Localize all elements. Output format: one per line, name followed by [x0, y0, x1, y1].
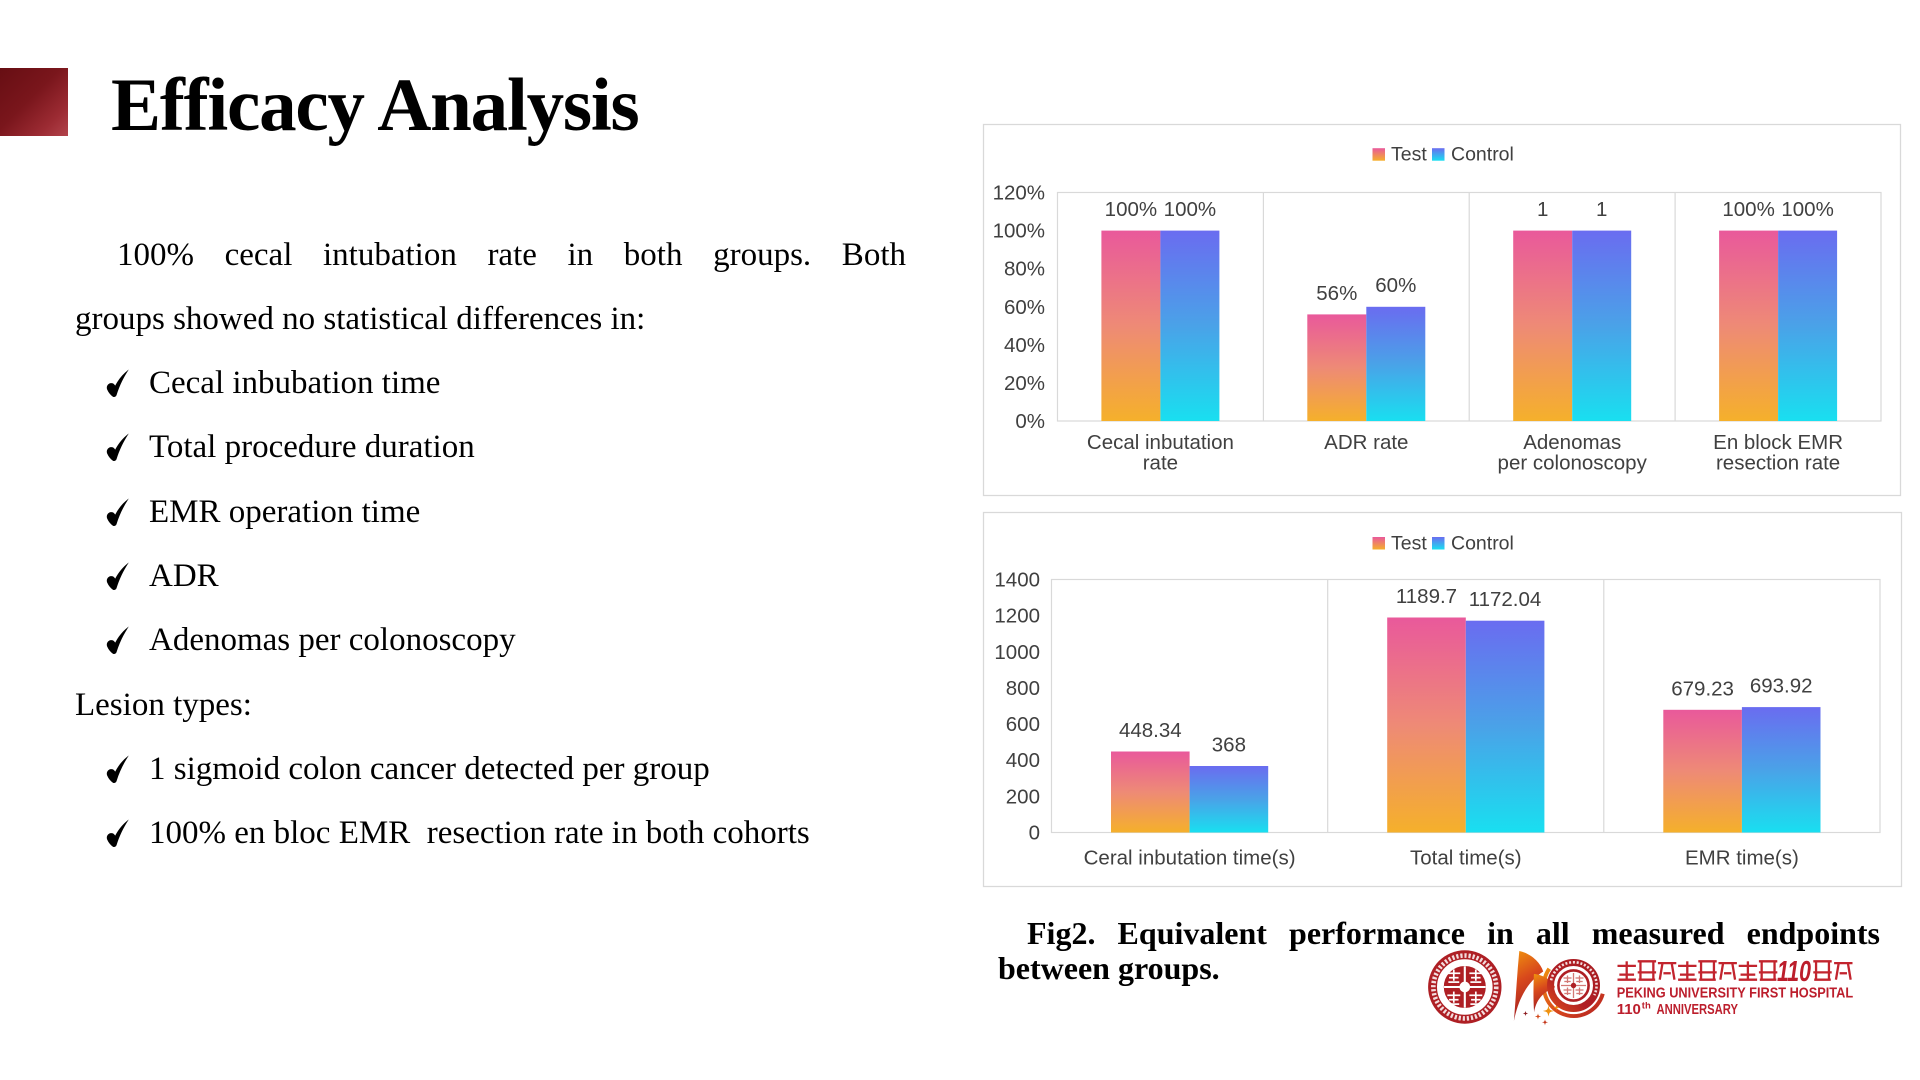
- svg-text:Control: Control: [1451, 144, 1514, 166]
- svg-text:100%: 100%: [1105, 198, 1157, 221]
- svg-text:1: 1: [1596, 198, 1607, 221]
- svg-text:Ceral inbutation time(s): Ceral inbutation time(s): [1084, 847, 1296, 870]
- svg-text:40%: 40%: [1004, 334, 1045, 357]
- svg-text:110: 110: [1777, 956, 1811, 988]
- svg-text:Total time(s): Total time(s): [1410, 847, 1522, 870]
- svg-text:100%: 100%: [1164, 198, 1216, 221]
- svg-text:0%: 0%: [1015, 410, 1045, 433]
- svg-text:200: 200: [1006, 785, 1040, 808]
- svg-text:600: 600: [1006, 713, 1040, 736]
- svg-text:679.23: 679.23: [1671, 677, 1734, 700]
- svg-text:60%: 60%: [1004, 296, 1045, 319]
- svg-text:1000: 1000: [994, 641, 1040, 664]
- svg-text:rate: rate: [1143, 452, 1178, 475]
- svg-text:110: 110: [1617, 1001, 1641, 1018]
- svg-text:Control: Control: [1451, 532, 1514, 554]
- svg-text:100%: 100%: [1781, 198, 1833, 221]
- svg-text:120%: 120%: [993, 182, 1045, 205]
- svg-text:Test: Test: [1391, 144, 1427, 166]
- svg-text:1189.7: 1189.7: [1396, 585, 1457, 608]
- svg-text:1172.04: 1172.04: [1469, 588, 1542, 611]
- svg-text:0: 0: [1029, 822, 1040, 845]
- svg-text:th: th: [1642, 1000, 1651, 1011]
- svg-text:20%: 20%: [1004, 372, 1045, 395]
- svg-text:ANNIVERSARY: ANNIVERSARY: [1657, 1001, 1739, 1018]
- svg-text:per colonoscopy: per colonoscopy: [1498, 452, 1648, 475]
- svg-text:1200: 1200: [994, 605, 1040, 628]
- svg-text:100%: 100%: [993, 220, 1045, 243]
- svg-text:56%: 56%: [1316, 282, 1357, 305]
- svg-text:ADR rate: ADR rate: [1324, 431, 1408, 454]
- svg-text:1400: 1400: [994, 569, 1040, 592]
- svg-text:1: 1: [1537, 198, 1548, 221]
- svg-text:60%: 60%: [1375, 274, 1416, 297]
- svg-text:400: 400: [1006, 749, 1040, 772]
- svg-text:En block EMR: En block EMR: [1713, 431, 1843, 454]
- svg-text:Test: Test: [1391, 532, 1427, 554]
- svg-text:448.34: 448.34: [1119, 719, 1182, 742]
- svg-text:Cecal inbutation: Cecal inbutation: [1087, 431, 1234, 454]
- svg-text:EMR time(s): EMR time(s): [1685, 847, 1799, 870]
- svg-text:Adenomas: Adenomas: [1523, 431, 1621, 454]
- svg-text:693.92: 693.92: [1750, 675, 1813, 698]
- svg-text:368: 368: [1212, 734, 1246, 757]
- svg-text:100%: 100%: [1722, 198, 1774, 221]
- svg-text:80%: 80%: [1004, 258, 1045, 281]
- svg-text:resection rate: resection rate: [1716, 452, 1840, 475]
- svg-text:800: 800: [1006, 677, 1040, 700]
- svg-text:PEKING UNIVERSITY FIRST HOSPIT: PEKING UNIVERSITY FIRST HOSPITAL: [1617, 985, 1854, 1002]
